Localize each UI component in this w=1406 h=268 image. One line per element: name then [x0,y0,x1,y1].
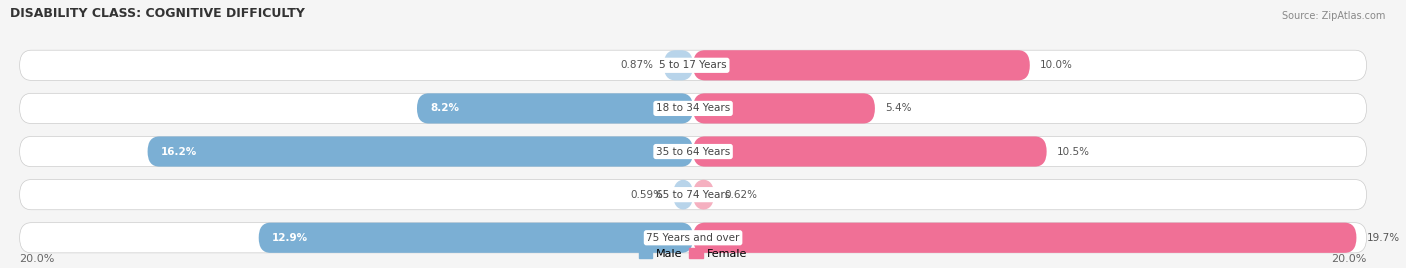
Text: 0.87%: 0.87% [620,60,654,70]
FancyBboxPatch shape [20,93,1367,124]
Text: 10.0%: 10.0% [1040,60,1073,70]
Text: 18 to 34 Years: 18 to 34 Years [657,103,730,113]
Legend: Male, Female: Male, Female [634,244,752,263]
Text: 10.5%: 10.5% [1057,147,1090,157]
Text: 35 to 64 Years: 35 to 64 Years [657,147,730,157]
FancyBboxPatch shape [693,223,1357,253]
FancyBboxPatch shape [259,223,693,253]
Text: DISABILITY CLASS: COGNITIVE DIFFICULTY: DISABILITY CLASS: COGNITIVE DIFFICULTY [10,7,304,20]
Text: 0.62%: 0.62% [724,190,756,200]
Text: 16.2%: 16.2% [162,147,197,157]
Text: 5 to 17 Years: 5 to 17 Years [659,60,727,70]
FancyBboxPatch shape [20,50,1367,80]
Text: 75 Years and over: 75 Years and over [647,233,740,243]
FancyBboxPatch shape [693,93,875,124]
Text: 20.0%: 20.0% [20,254,55,264]
FancyBboxPatch shape [148,136,693,167]
Text: 12.9%: 12.9% [273,233,308,243]
Text: 0.59%: 0.59% [630,190,664,200]
FancyBboxPatch shape [20,223,1367,253]
Text: 5.4%: 5.4% [884,103,911,113]
Text: 65 to 74 Years: 65 to 74 Years [657,190,730,200]
FancyBboxPatch shape [693,50,1029,80]
Text: 20.0%: 20.0% [1331,254,1367,264]
Text: 8.2%: 8.2% [430,103,460,113]
FancyBboxPatch shape [418,93,693,124]
FancyBboxPatch shape [693,180,714,210]
FancyBboxPatch shape [693,136,1046,167]
FancyBboxPatch shape [664,50,693,80]
Text: Source: ZipAtlas.com: Source: ZipAtlas.com [1281,11,1385,21]
FancyBboxPatch shape [20,136,1367,167]
FancyBboxPatch shape [20,180,1367,210]
Text: 19.7%: 19.7% [1367,233,1400,243]
FancyBboxPatch shape [673,180,693,210]
